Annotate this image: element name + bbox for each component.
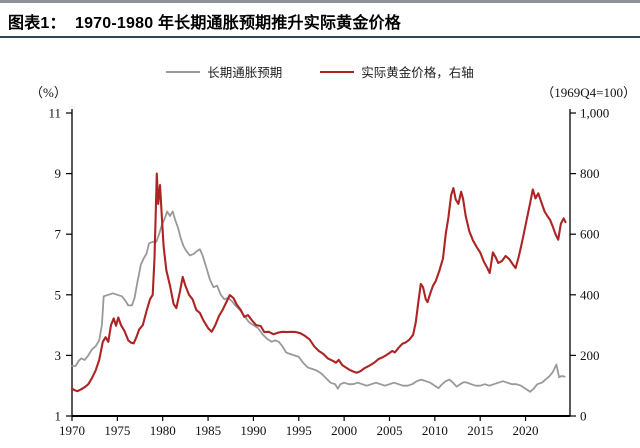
x-axis-tick-label: 1975 (104, 423, 130, 438)
x-axis-tick-label: 1985 (195, 423, 221, 438)
left-axis-tick-label: 1 (55, 409, 62, 424)
real-gold-price-line (70, 172, 567, 393)
legend-label-inflation: 长期通胀预期 (207, 66, 283, 80)
legend: 长期通胀预期 实际黄金价格，右轴 (0, 62, 640, 81)
legend-item-inflation: 长期通胀预期 (166, 62, 282, 81)
inflation-line-swatch-icon (166, 70, 201, 73)
legend-label-gold: 实际黄金价格，右轴 (361, 66, 474, 80)
x-axis-tick-label: 2020 (513, 423, 539, 438)
left-axis-unit-label: （%） (30, 85, 67, 100)
x-axis-tick-label: 1980 (150, 423, 176, 438)
gold-line-swatch-icon (320, 70, 355, 73)
left-axis-tick-label: 3 (55, 348, 62, 363)
top-border-line (0, 0, 640, 3)
title-underline (0, 36, 640, 38)
legend-item-gold: 实际黄金价格，右轴 (320, 62, 474, 81)
left-axis-tick-label: 11 (48, 106, 61, 121)
right-axis-unit-label: （1969Q4=100） (541, 85, 636, 100)
x-axis-tick-label: 2015 (467, 423, 493, 438)
x-axis-tick-label: 1995 (286, 423, 312, 438)
x-axis-tick-label: 1970 (59, 423, 85, 438)
right-axis-tick-label: 800 (580, 166, 600, 181)
x-axis-tick-label: 2000 (331, 423, 357, 438)
x-axis-tick-label: 2010 (422, 423, 448, 438)
chart-title: 图表1： 1970-1980 年长期通胀预期推升实际黄金价格 (8, 15, 401, 32)
right-axis-tick-label: 0 (580, 409, 587, 424)
inflation-expectations-line (71, 210, 566, 393)
right-axis-tick-label: 600 (580, 227, 600, 242)
x-axis-tick-label: 2005 (376, 423, 402, 438)
left-axis-tick-label: 9 (55, 166, 62, 181)
left-axis-tick-label: 7 (55, 227, 62, 242)
right-axis-tick-label: 200 (580, 348, 600, 363)
left-axis-tick-label: 5 (55, 287, 62, 302)
right-axis-tick-label: 1,000 (580, 106, 609, 121)
x-axis-tick-label: 1990 (240, 423, 266, 438)
right-axis-tick-label: 400 (580, 287, 600, 302)
